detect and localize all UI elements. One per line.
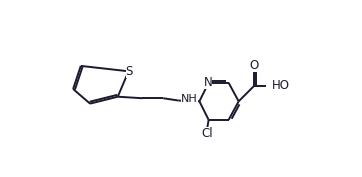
Text: S: S xyxy=(126,65,133,78)
Text: Cl: Cl xyxy=(201,127,213,140)
Text: NH: NH xyxy=(181,94,198,104)
Text: HO: HO xyxy=(272,79,290,92)
Text: N: N xyxy=(203,76,212,88)
Text: O: O xyxy=(249,59,259,72)
